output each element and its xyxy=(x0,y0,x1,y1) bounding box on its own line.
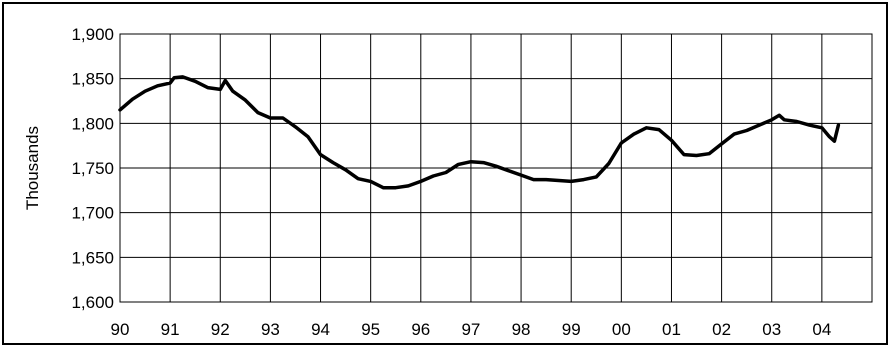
y-tick-label: 1,900 xyxy=(71,25,114,44)
x-tick-label: 00 xyxy=(612,320,631,339)
x-tick-label: 98 xyxy=(512,320,531,339)
x-tick-label: 95 xyxy=(361,320,380,339)
y-tick-labels: 1,600 1,650 1,700 1,750 1,800 1,850 1,900 xyxy=(71,25,114,312)
y-tick-label: 1,700 xyxy=(71,204,114,223)
x-tick-label: 94 xyxy=(311,320,330,339)
y-tick-label: 1,850 xyxy=(71,70,114,89)
x-tick-label: 92 xyxy=(211,320,230,339)
x-tick-label: 91 xyxy=(161,320,180,339)
y-tick-label: 1,750 xyxy=(71,159,114,178)
x-tick-label: 02 xyxy=(712,320,731,339)
series-lines xyxy=(118,75,841,190)
y-tick-label: 1,650 xyxy=(71,248,114,267)
chart-frame: 1,600 1,650 1,700 1,750 1,800 1,850 1,900 90 91… xyxy=(2,2,888,345)
x-tick-labels: 90 91 92 93 94 95 96 97 98 99 00 01 02 03 04 xyxy=(111,320,832,339)
line-chart: 1,600 1,650 1,700 1,750 1,800 1,850 1,900 90 91… xyxy=(23,25,873,339)
y-axis-label: Thousands xyxy=(23,126,42,210)
series-line xyxy=(118,75,841,190)
y-tick-label: 1,800 xyxy=(71,114,114,133)
x-tick-label: 93 xyxy=(261,320,280,339)
x-tick-label: 96 xyxy=(411,320,430,339)
grid-lines xyxy=(119,33,873,303)
x-tick-label: 04 xyxy=(812,320,831,339)
x-tick-label: 90 xyxy=(111,320,130,339)
y-tick-label: 1,600 xyxy=(71,293,114,312)
x-tick-label: 03 xyxy=(762,320,781,339)
x-tick-label: 01 xyxy=(662,320,681,339)
x-tick-label: 99 xyxy=(562,320,581,339)
x-tick-label: 97 xyxy=(461,320,480,339)
